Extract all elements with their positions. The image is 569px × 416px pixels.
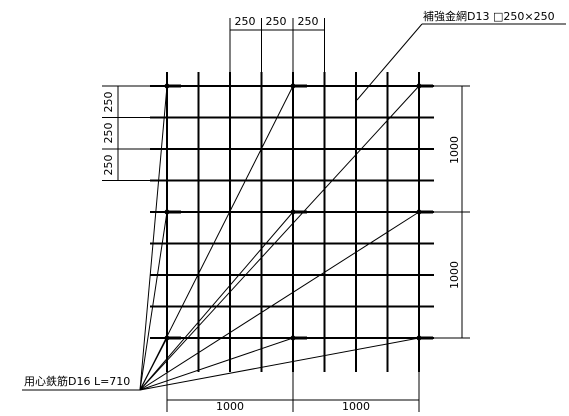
anchor-leader [139, 337, 294, 391]
anchor-leader [139, 85, 420, 391]
anchor-leader [139, 85, 168, 391]
dim-top-2: 250 [266, 15, 287, 28]
anchor-leader [139, 211, 294, 391]
anchor-leader [139, 337, 168, 391]
mesh-grid [150, 72, 434, 372]
dim-bottom-2: 1000 [342, 400, 370, 413]
anchor-leader [139, 85, 294, 391]
anchor-leader [139, 211, 168, 391]
dimension-lines [102, 18, 470, 412]
leader-lines [22, 23, 566, 391]
dim-left-3: 250 [102, 155, 115, 176]
anchor-leader [139, 337, 420, 391]
anchor-callout-label: 用心鉄筋D16 L=710 [24, 374, 130, 388]
dim-top-1: 250 [235, 15, 256, 28]
anchor-leader [139, 211, 420, 391]
mesh-callout-label: 補強金網D13 □250×250 [423, 9, 555, 23]
dim-bottom-1: 1000 [216, 400, 244, 413]
dim-left-2: 250 [102, 123, 115, 144]
dim-right-1: 1000 [448, 136, 461, 164]
mesh-leader [356, 23, 423, 101]
dim-right-2: 1000 [448, 261, 461, 289]
dim-top-3: 250 [298, 15, 319, 28]
dim-left-1: 250 [102, 92, 115, 113]
